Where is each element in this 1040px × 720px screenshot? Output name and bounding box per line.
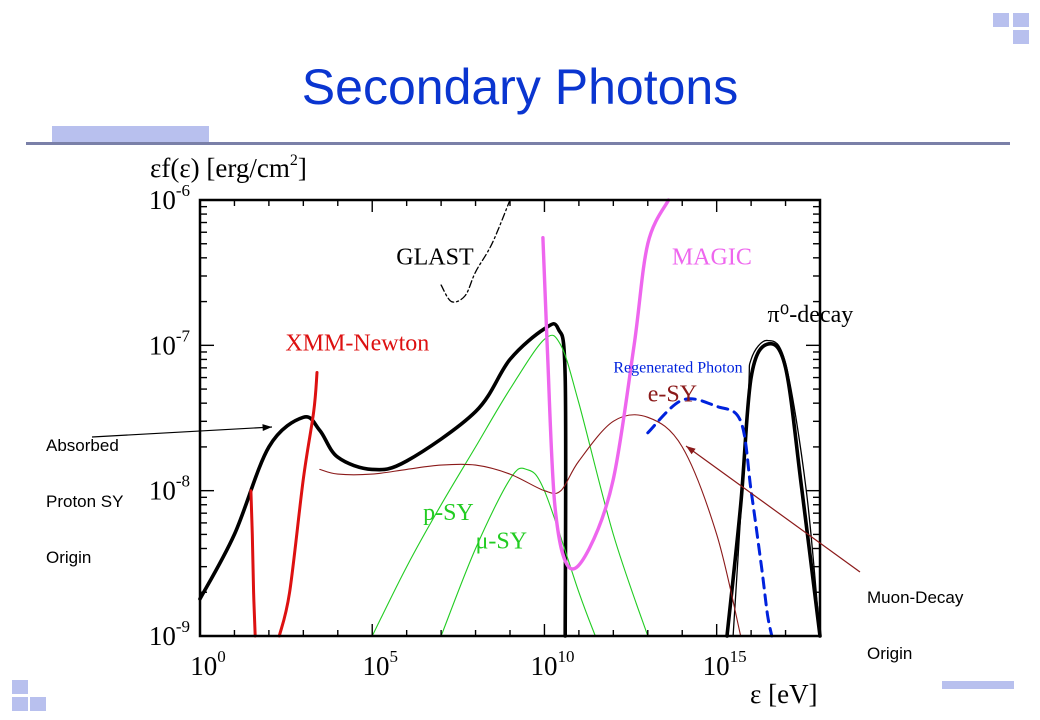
- muon-decay-annotation: Muon-Decay Origin: [867, 556, 963, 696]
- annotation-line: Origin: [46, 548, 92, 567]
- corner-square: [1013, 30, 1029, 44]
- series-label: p-SY: [423, 500, 474, 526]
- corner-square: [1013, 13, 1029, 27]
- series-label-layer: XMM-Newton GLAST MAGIC π⁰-decay Regenerated …: [285, 244, 853, 554]
- tick-label-exponent: -7: [176, 326, 191, 345]
- title-accent-bar: [52, 126, 209, 142]
- y-axis-label-text: ]: [298, 153, 307, 183]
- series-line-pion-2: [732, 339, 821, 637]
- annotation-arrowhead: [686, 446, 696, 455]
- footer-accent-bar: [942, 681, 1014, 689]
- annotation-arrows: [91, 424, 861, 573]
- tick-label: 1010: [530, 647, 574, 681]
- tick-label-exponent: -6: [176, 181, 190, 200]
- tick-label-exponent: -9: [176, 617, 190, 636]
- tick-label-exponent: 15: [730, 647, 747, 666]
- annotation-line: Proton SY: [46, 492, 124, 511]
- annotation-line: Muon-Decay: [867, 588, 964, 607]
- absorbed-proton-sy-annotation: Absorbed Proton SY Origin: [46, 404, 124, 600]
- annotation-arrow-line: [91, 426, 273, 438]
- tick-label-base: 10: [149, 621, 176, 651]
- annotation-arrow-line: [685, 445, 861, 573]
- series-layer: [198, 198, 822, 638]
- series-label: μ-SY: [476, 529, 528, 555]
- y-axis-label-superscript: 2: [290, 152, 298, 169]
- tick-label: 10-6: [149, 181, 190, 215]
- tick-label-base: 10: [703, 651, 730, 681]
- series-line-psy-4: [440, 467, 596, 637]
- y-axis-label-text: εf(ε) [erg/cm: [150, 153, 290, 183]
- tick-label-base: 10: [149, 330, 176, 360]
- title-rule: [26, 142, 1010, 145]
- tick-label: 10-8: [149, 472, 190, 506]
- series-line-psy-3: [371, 334, 649, 637]
- tick-label-exponent: -8: [176, 472, 190, 491]
- tick-label: 100: [190, 647, 226, 681]
- tick-label-exponent: 0: [217, 647, 226, 666]
- series-line-xmm-8: [277, 371, 319, 638]
- series-line-regen-6: [646, 397, 774, 638]
- series-line-glast-10: [440, 199, 511, 303]
- slide-title: Secondary Photons: [301, 59, 739, 115]
- annotation-line: Absorbed: [46, 436, 119, 455]
- annotation-line: Origin: [867, 644, 913, 663]
- corner-square: [30, 697, 46, 711]
- annotation-arrowhead: [262, 424, 272, 431]
- corner-square: [993, 13, 1009, 27]
- series-label: π⁰-decay: [768, 302, 854, 328]
- tick-label-exponent: 5: [389, 647, 398, 666]
- series-line-esy-5: [319, 414, 742, 637]
- series-line-total-1: [725, 341, 822, 638]
- series-line-magic-9: [541, 198, 671, 571]
- corner-square: [12, 680, 28, 694]
- tick-label-base: 10: [149, 476, 176, 506]
- tick-label: 105: [362, 647, 398, 681]
- x-axis-label: ε [eV]: [750, 679, 818, 709]
- series-label: e-SY: [648, 382, 697, 408]
- series-label: Regenerated Photon: [613, 360, 742, 377]
- series-label: GLAST: [396, 244, 474, 270]
- series-line-total-0: [198, 322, 568, 638]
- series-line-xmm-7: [249, 489, 257, 638]
- tick-label-base: 10: [530, 651, 557, 681]
- tick-label: 1015: [703, 647, 747, 681]
- series-label: MAGIC: [672, 244, 752, 270]
- y-axis-label: εf(ε) [erg/cm2]: [150, 152, 307, 183]
- corner-square: [12, 697, 28, 711]
- series-label: XMM-Newton: [285, 331, 429, 357]
- tick-label-base: 10: [362, 651, 389, 681]
- tick-label-base: 10: [149, 185, 176, 215]
- tick-label: 10-9: [149, 617, 190, 651]
- tick-label-exponent: 10: [557, 647, 574, 666]
- tick-label: 10-7: [149, 326, 191, 360]
- tick-label-base: 10: [190, 651, 217, 681]
